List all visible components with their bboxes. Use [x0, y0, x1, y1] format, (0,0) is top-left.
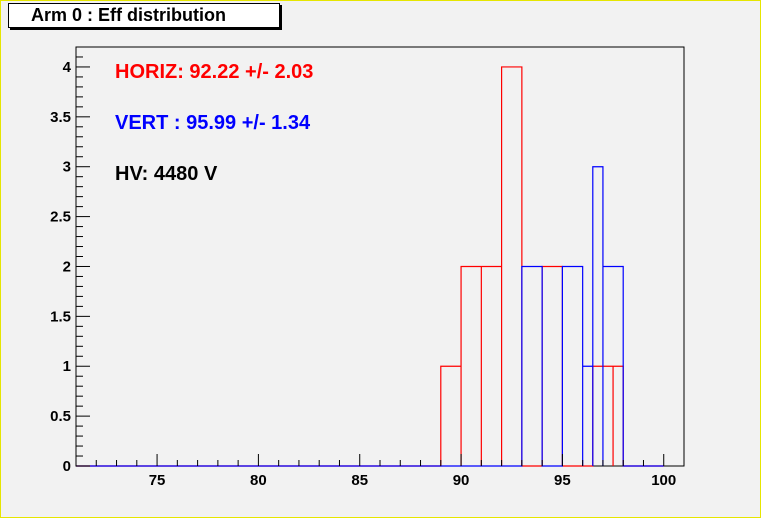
- histogram-bar: [502, 67, 522, 466]
- y-tick-label: 0: [63, 458, 71, 475]
- horiz-annotation: HORIZ: 92.22 +/- 2.03: [115, 61, 313, 83]
- y-tick-label: 2.5: [50, 209, 71, 226]
- y-tick-label: 0.5: [50, 408, 71, 425]
- x-tick-label: 90: [453, 472, 470, 489]
- x-tick-label: 95: [554, 472, 571, 489]
- y-tick-label: 3: [63, 159, 71, 176]
- histogram-series-1: [76, 166, 664, 467]
- histogram-bar: [441, 366, 461, 466]
- hv-annotation: HV: 4480 V: [115, 163, 218, 185]
- y-tick-label: 4: [63, 59, 72, 76]
- x-tick-label: 100: [651, 472, 676, 489]
- x-tick-label: 75: [149, 472, 166, 489]
- y-tick-label: 3.5: [50, 109, 71, 126]
- histogram-bar: [481, 266, 501, 466]
- histogram-bar: [542, 266, 562, 466]
- histogram-bar: [522, 266, 542, 466]
- y-tick-label: 1: [63, 358, 71, 375]
- chart-title: Arm 0 : Eff distribution: [8, 3, 280, 28]
- y-tick-label: 1.5: [50, 308, 71, 325]
- x-tick-label: 85: [351, 472, 368, 489]
- y-tick-label: 2: [63, 258, 71, 275]
- vert-annotation: VERT : 95.99 +/- 1.34: [115, 112, 311, 134]
- x-tick-label: 80: [250, 472, 267, 489]
- histogram-bar: [461, 266, 481, 466]
- histogram-bar: [562, 266, 582, 466]
